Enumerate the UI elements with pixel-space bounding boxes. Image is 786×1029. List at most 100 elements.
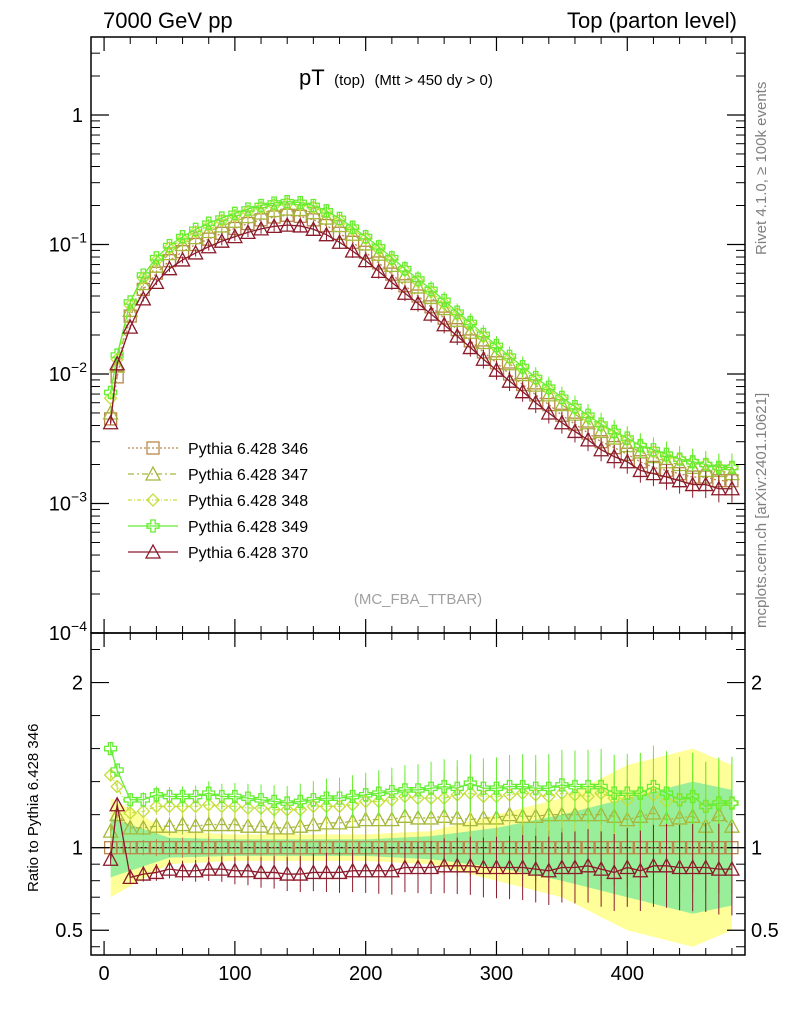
x-tick-label: 0: [99, 963, 110, 985]
series-2-point: [553, 396, 570, 412]
series-2-point: [174, 236, 191, 252]
series-5-ratio-point: [488, 859, 505, 875]
series-5-point: [553, 414, 570, 430]
series-5-ratio-point: [684, 859, 701, 875]
header-left: 7000 GeV pp: [103, 8, 233, 33]
series-2-ratio-point: [344, 812, 361, 828]
series-5-ratio-point: [370, 862, 387, 878]
series-4-ratio-point: [202, 786, 216, 800]
series-5-point: [684, 476, 701, 492]
series-5-ratio-point: [553, 859, 570, 875]
series-4-point: [215, 211, 229, 225]
legend-item: Pythia 6.428 370: [128, 543, 308, 562]
series-4-point: [529, 370, 543, 385]
series-4-point: [306, 198, 321, 213]
series-3-ratio-point: [162, 799, 177, 814]
series-3-point: [149, 253, 164, 268]
ratio-y-tick-label-right: 2: [751, 673, 762, 695]
series-2-point: [226, 212, 243, 228]
series-4-ratio-point: [306, 793, 321, 807]
series-5-ratio-point: [645, 857, 662, 873]
series-4-ratio-point: [241, 791, 255, 805]
series-5-point: [279, 216, 296, 232]
series-5-ratio-point: [331, 864, 348, 880]
series-4-point: [267, 196, 281, 210]
series-2-point: [122, 301, 139, 318]
series-5-point: [161, 260, 178, 276]
series-4-ratio-point: [280, 796, 294, 810]
legend: Pythia 6.428 346 Pythia 6.428 347 Pythia 6…: [128, 441, 308, 562]
series-5-point: [305, 220, 322, 236]
legend-item: Pythia 6.428 349: [128, 519, 308, 536]
series-2-ratio-point: [226, 816, 243, 832]
legend-swatch-marker: [146, 519, 160, 533]
series-5-point: [697, 476, 714, 492]
series-2-ratio-point: [252, 817, 270, 833]
series-2-point: [279, 200, 296, 216]
series-5-ratio-point: [383, 862, 400, 878]
series-1-ratio-point: [175, 841, 190, 855]
series-4-point: [202, 216, 216, 230]
ratio-y-tick-label-left: 2: [72, 673, 83, 695]
series-5-ratio-point: [305, 864, 322, 880]
series-4-point: [398, 262, 412, 276]
series-5-point: [593, 441, 610, 457]
series-5-ratio-point: [422, 859, 440, 875]
series-3-ratio-point: [149, 799, 164, 814]
series-4-point: [542, 380, 556, 394]
series-4-ratio-point: [607, 786, 621, 800]
series-3-point: [332, 213, 347, 228]
series-4-ratio-point: [332, 791, 347, 805]
series-4-point: [254, 198, 268, 213]
series-5-point: [174, 251, 191, 267]
series-5-point: [383, 273, 400, 290]
series-5-ratio-point: [292, 865, 309, 881]
series-4-ratio-point: [188, 789, 203, 804]
series-2-point: [383, 256, 400, 272]
series-1-ratio-point: [254, 841, 268, 855]
series-5-ratio-point: [671, 859, 688, 875]
series-4-point: [319, 204, 334, 218]
series-5-point: [266, 217, 283, 234]
series-2-point: [213, 217, 230, 233]
series-2-point: [514, 366, 531, 382]
series-4-ratio-point: [293, 794, 307, 809]
series-3-point: [254, 200, 268, 215]
series-4-ratio-point: [437, 779, 451, 794]
series-5-ratio-point: [102, 850, 119, 866]
series-5-point: [409, 295, 427, 311]
series-5-point: [122, 318, 139, 334]
legend-swatch-marker: [144, 543, 162, 559]
series-5-point: [671, 472, 688, 488]
series-2-ratio-point: [331, 814, 348, 830]
series-5-ratio-point: [200, 860, 217, 876]
series-5-ratio-point: [632, 862, 649, 878]
series-5-ratio-point: [579, 857, 597, 873]
y-tick-label: 10−4: [49, 618, 87, 645]
x-tick-label: 200: [349, 963, 382, 985]
legend-label: Pythia 6.428 370: [188, 545, 308, 562]
series-5-point: [514, 383, 531, 399]
series-4-ratio-point: [633, 786, 648, 800]
series-2-point: [318, 209, 335, 225]
series-4-point: [450, 305, 464, 319]
series-2-point: [436, 300, 453, 316]
x-tick-label: 100: [218, 963, 251, 985]
series-4-point: [149, 251, 164, 265]
series-4-point: [725, 460, 739, 475]
series-4-ratio-point: [450, 781, 464, 795]
series-5-point: [318, 226, 335, 242]
series-4-ratio-point: [123, 793, 137, 807]
series-4-ratio-point: [646, 779, 661, 794]
series-3-ratio-point: [188, 799, 203, 814]
series-4-ratio-point: [581, 779, 595, 794]
series-4-ratio-point: [568, 779, 582, 794]
series-4-point: [359, 229, 373, 244]
title-sub2: (Mtt > 450 dy > 0): [374, 72, 492, 89]
series-3-point: [384, 252, 399, 267]
series-4-point: [502, 349, 517, 363]
series-5-ratio-point: [462, 857, 479, 873]
series-4-point: [437, 293, 451, 308]
series-5-ratio-point: [239, 862, 257, 878]
